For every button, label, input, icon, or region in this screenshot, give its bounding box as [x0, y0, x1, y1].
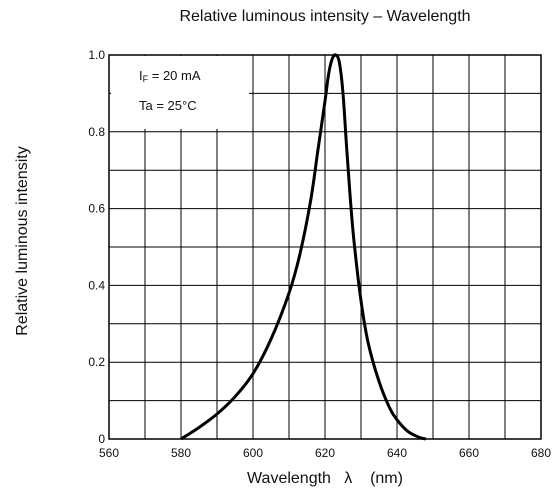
x-tick-label: 560 — [99, 446, 119, 460]
condition-temperature: Ta = 25°C — [139, 98, 197, 113]
condition-current: IF = 20 mA — [139, 68, 201, 84]
x-tick-label: 660 — [459, 446, 479, 460]
y-tick-label: 1.0 — [88, 48, 105, 62]
x-tick-label: 580 — [171, 446, 191, 460]
chart-title: Relative luminous intensity – Wavelength — [179, 8, 471, 25]
y-tick-label: 0 — [98, 432, 105, 446]
plot-frame — [108, 54, 542, 440]
x-tick-label: 600 — [243, 446, 263, 460]
y-tick-label: 0.4 — [88, 278, 105, 292]
series-line — [180, 53, 427, 441]
y-tick-label: 0.2 — [88, 355, 105, 369]
x-axis-label: Wavelength λ (nm) — [247, 470, 403, 487]
conditions-box: IF = 20 mA Ta = 25°C — [111, 56, 249, 129]
y-tick-label: 0.6 — [88, 202, 105, 216]
x-tick-label: 680 — [531, 446, 551, 460]
x-tick-label: 620 — [315, 446, 335, 460]
x-tick-label: 640 — [387, 446, 407, 460]
y-tick-label: 0.8 — [88, 125, 105, 139]
